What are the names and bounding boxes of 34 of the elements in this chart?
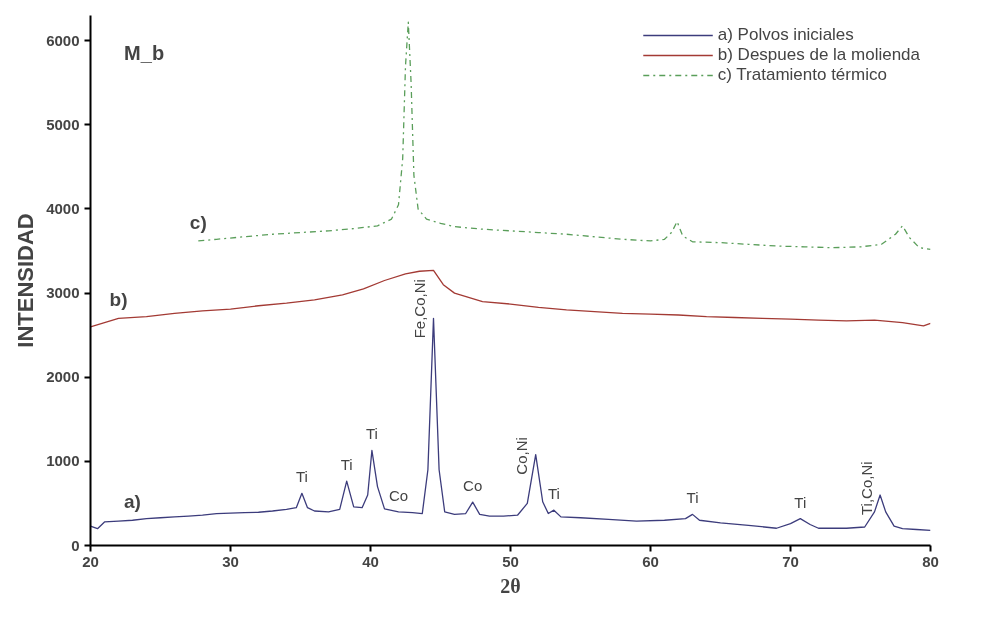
y-tick-label: 5000	[46, 115, 80, 133]
annotation: c)	[189, 211, 207, 233]
y-tick-label: 1000	[46, 452, 80, 470]
legend-label: b) Despues de la molienda	[717, 45, 920, 65]
y-tick-label: 4000	[46, 199, 80, 217]
y-tick-label: 3000	[46, 284, 80, 302]
annotation: Fe,Co,Ni	[411, 279, 428, 339]
x-tick-label: 70	[782, 552, 799, 570]
annotation: Co	[388, 486, 409, 504]
annotation: Ti	[295, 468, 308, 486]
x-tick-label: 80	[922, 552, 939, 570]
annotation: M_b	[124, 42, 165, 64]
x-tick-label: 20	[82, 552, 99, 570]
legend-label: a) Polvos iniciales	[717, 25, 854, 45]
annotation: b)	[109, 289, 128, 311]
legend-label: c) Tratamiento térmico	[717, 65, 887, 85]
annotation: Ti	[794, 493, 807, 511]
annotation: Ti,Co,Ni	[857, 461, 875, 516]
annotation: Ti	[686, 489, 699, 507]
y-tick-label: 2000	[46, 368, 80, 386]
annotation: Co,Ni	[513, 437, 531, 475]
x-axis-title: 2θ	[500, 574, 521, 597]
y-tick-label: 6000	[46, 31, 80, 49]
x-tick-label: 60	[642, 552, 659, 570]
annotation: Ti	[547, 485, 560, 503]
x-tick-label: 30	[222, 552, 239, 570]
x-tick-label: 50	[502, 552, 519, 570]
annotation: Co	[463, 477, 483, 495]
annotation: Ti	[365, 425, 378, 443]
annotation: a)	[124, 491, 141, 513]
y-axis-title: INTENSIDAD	[13, 213, 39, 348]
x-tick-label: 40	[362, 552, 379, 570]
annotation: Ti	[340, 456, 353, 474]
y-tick-label: 0	[71, 536, 80, 554]
